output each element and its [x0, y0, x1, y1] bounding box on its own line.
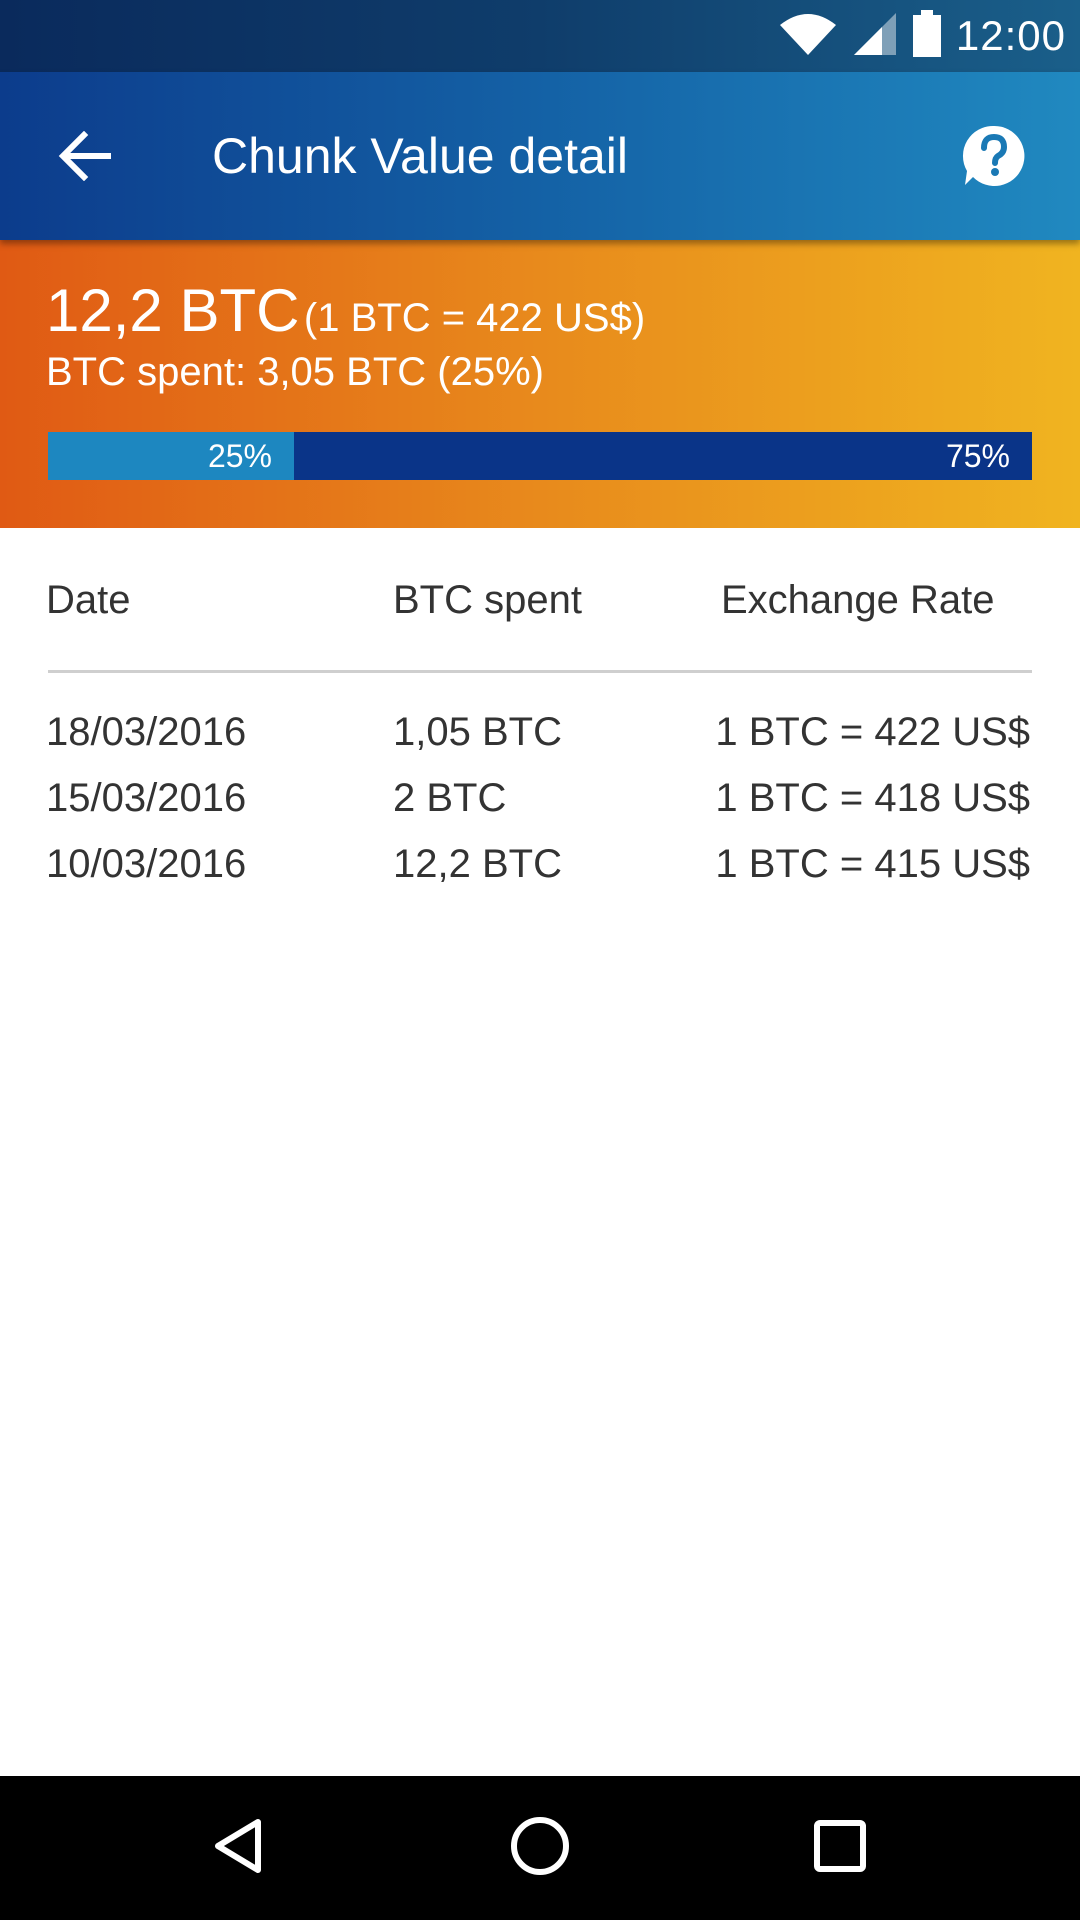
row-date: 18/03/2016: [46, 710, 247, 754]
row-btc-spent: 1,05 BTC: [393, 710, 562, 754]
progress-spent-label: 25%: [207, 437, 272, 474]
row-exchange-rate: 1 BTC = 422 US$: [715, 710, 1030, 754]
summary-panel: 12,2 BTC (1 BTC = 422 US$) BTC spent: 3,…: [0, 240, 1080, 528]
progress-spent-segment: 25%: [48, 432, 294, 480]
header-btc-spent: BTC spent: [393, 578, 582, 622]
nav-back-icon: [208, 1816, 268, 1881]
nav-home-icon: [509, 1815, 571, 1882]
page-title: Chunk Value detail: [212, 128, 629, 184]
nav-recents-icon: [812, 1818, 868, 1879]
progress-remaining-label: 75%: [945, 437, 1010, 474]
progress-remaining-segment: 75%: [294, 432, 1032, 480]
battery-icon: [912, 9, 942, 63]
row-exchange-rate: 1 BTC = 415 US$: [715, 842, 1030, 886]
arrow-back-icon: [58, 130, 114, 186]
summary-amount-line: 12,2 BTC (1 BTC = 422 US$): [46, 276, 645, 345]
header-exchange-rate: Exchange Rate: [721, 578, 995, 622]
btc-spent-text: BTC spent: 3,05 BTC (25%): [46, 350, 544, 394]
row-exchange-rate: 1 BTC = 418 US$: [715, 776, 1030, 820]
nav-back-button[interactable]: [188, 1798, 288, 1898]
system-nav-bar: [0, 1776, 1080, 1920]
help-circle-icon: [961, 123, 1027, 194]
header-date: Date: [46, 578, 131, 622]
row-btc-spent: 2 BTC: [393, 776, 507, 820]
table-row: 10/03/2016 12,2 BTC 1 BTC = 415 US$: [0, 842, 1080, 908]
status-bar: 12:00: [0, 0, 1080, 72]
status-time: 12:00: [955, 12, 1066, 59]
row-date: 15/03/2016: [46, 776, 247, 820]
table-divider: [48, 670, 1032, 673]
row-btc-spent: 12,2 BTC: [393, 842, 562, 886]
back-button[interactable]: [44, 116, 128, 200]
btc-amount: 12,2 BTC: [46, 277, 300, 344]
table-header: Date BTC spent Exchange Rate: [0, 528, 1080, 672]
nav-recents-button[interactable]: [790, 1798, 890, 1898]
status-icons: 12:00: [778, 0, 1066, 72]
row-date: 10/03/2016: [46, 842, 247, 886]
table-body: 18/03/2016 1,05 BTC 1 BTC = 422 US$ 15/0…: [0, 710, 1080, 908]
nav-home-button[interactable]: [490, 1798, 590, 1898]
table-row: 15/03/2016 2 BTC 1 BTC = 418 US$: [0, 776, 1080, 842]
app-bar: Chunk Value detail: [0, 72, 1080, 240]
wifi-icon: [778, 11, 838, 62]
cell-signal-icon: [852, 11, 898, 62]
table-row: 18/03/2016 1,05 BTC 1 BTC = 422 US$: [0, 710, 1080, 776]
help-button[interactable]: [952, 116, 1036, 200]
btc-rate: (1 BTC = 422 US$): [303, 296, 646, 340]
spent-progress-bar: 25% 75%: [48, 432, 1032, 480]
